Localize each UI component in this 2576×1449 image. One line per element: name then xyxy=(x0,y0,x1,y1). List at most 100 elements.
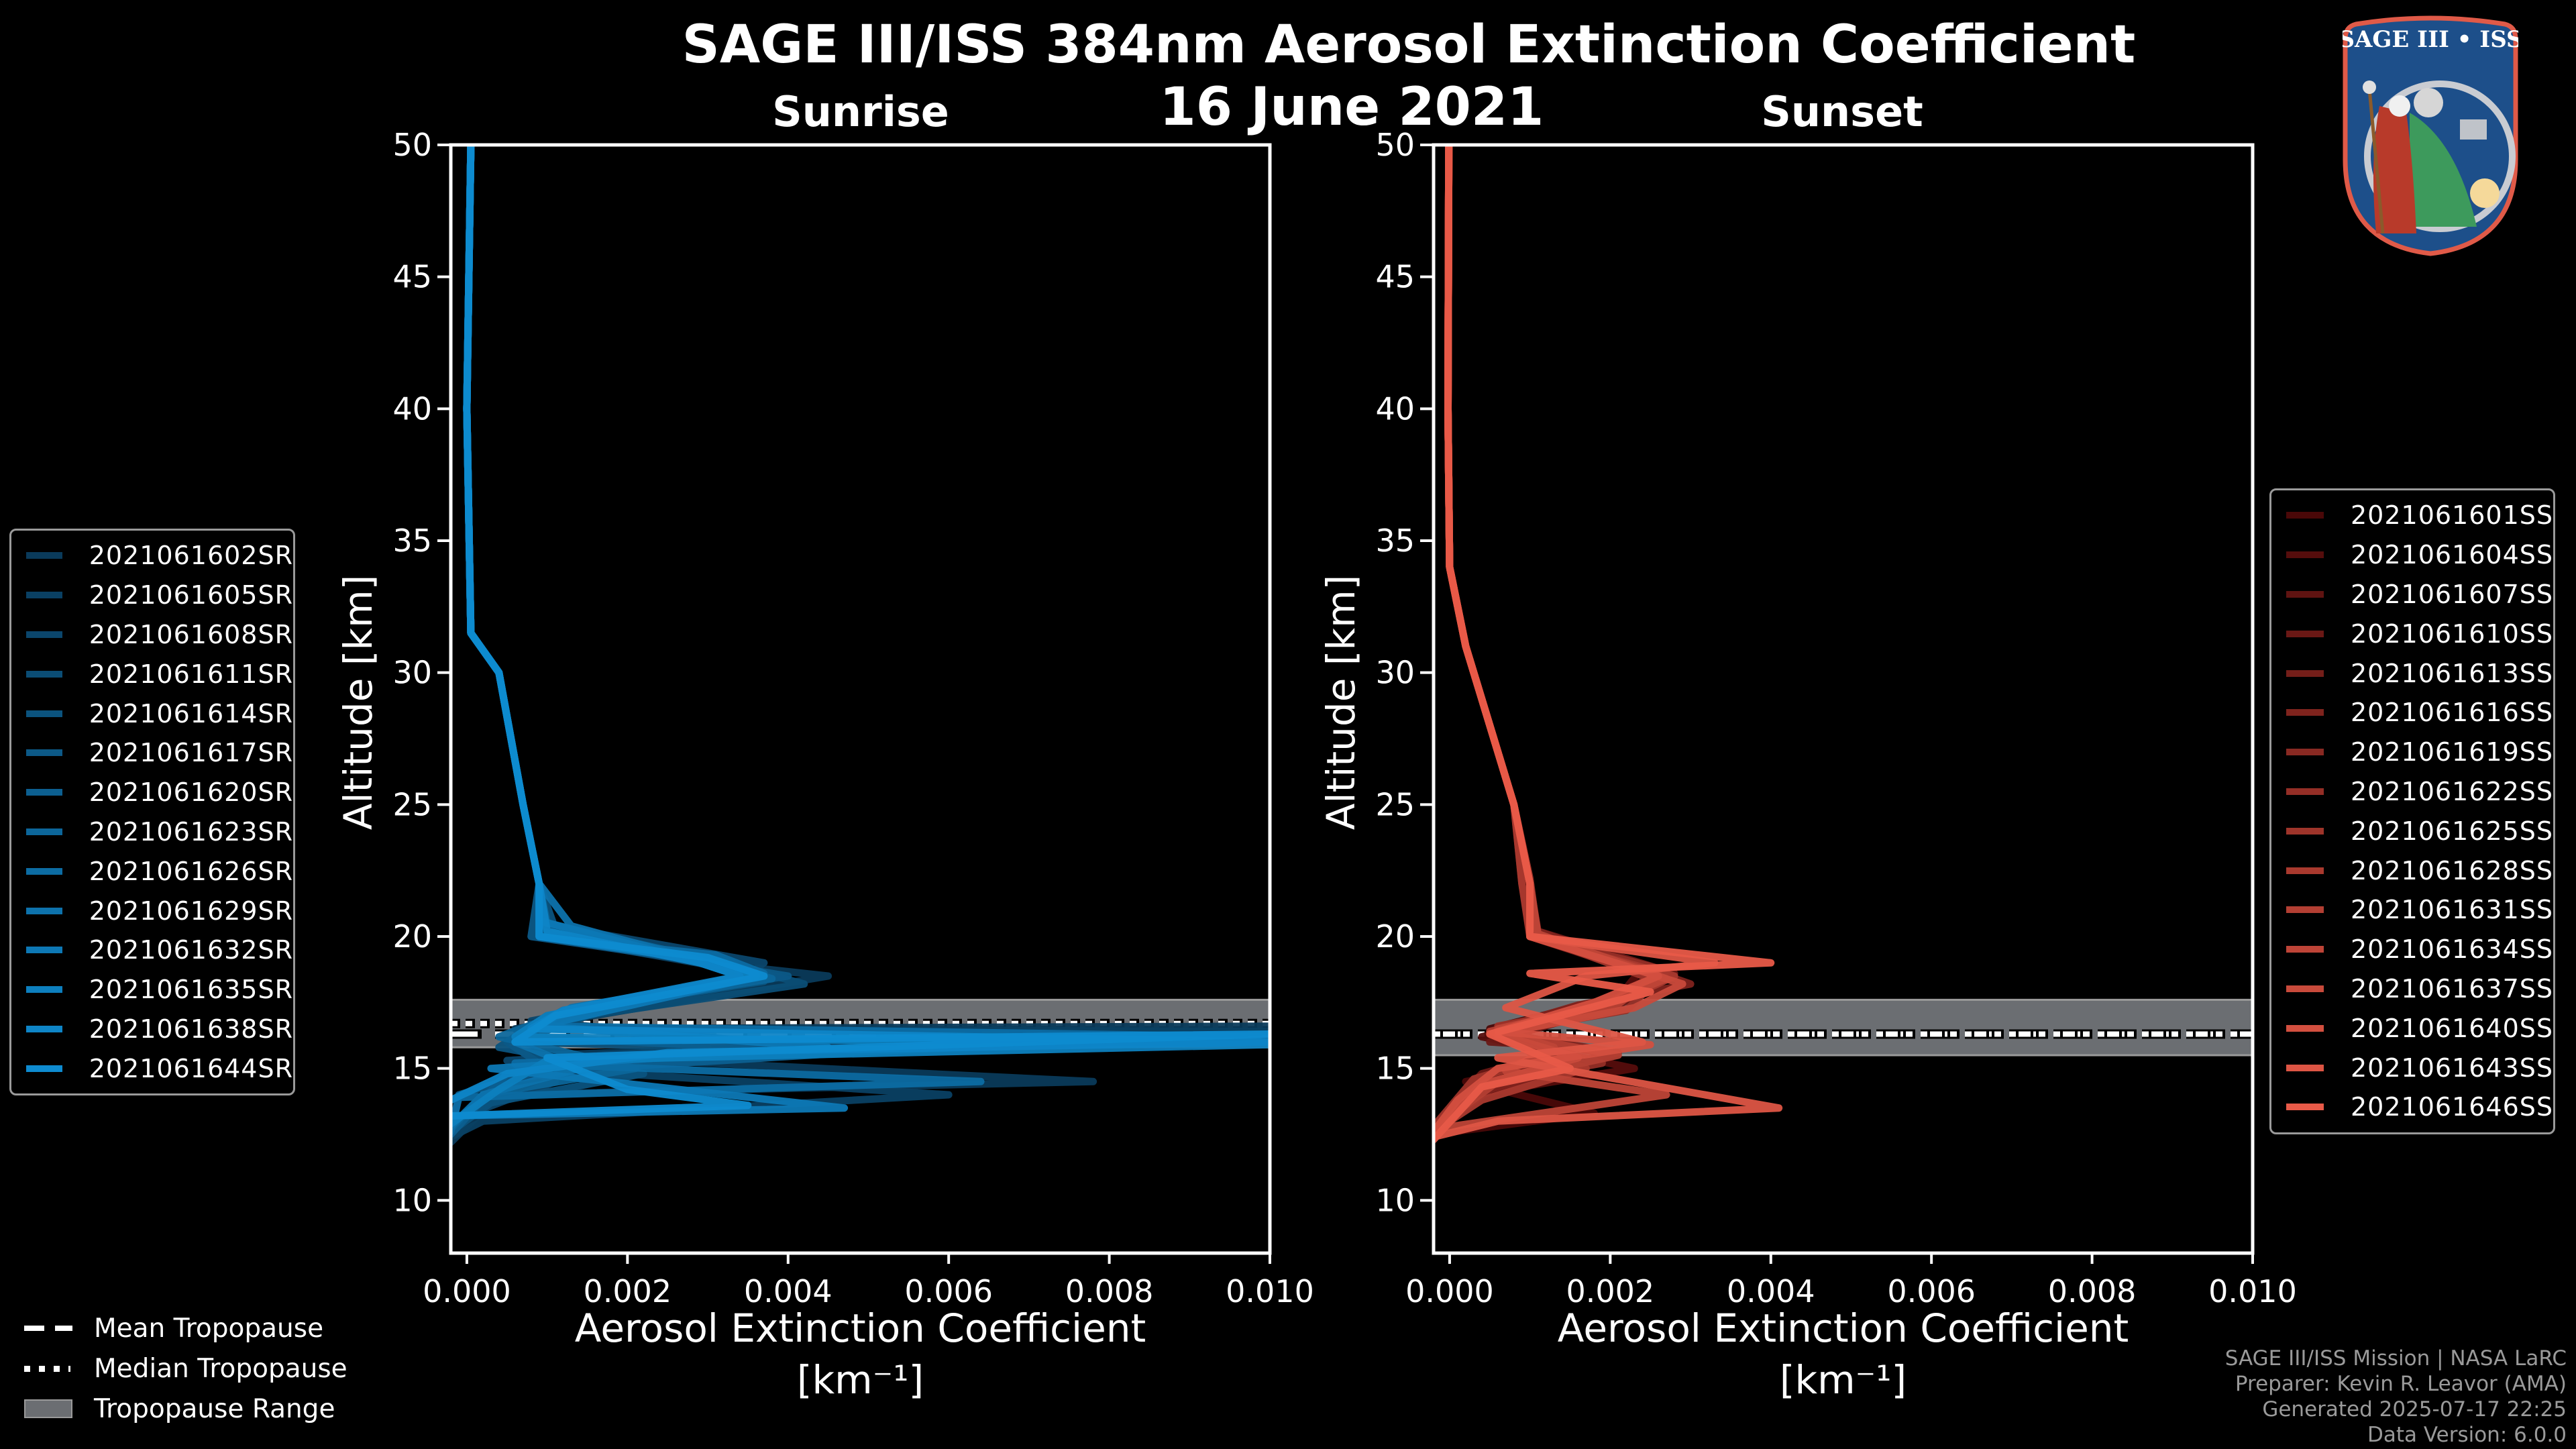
legend-label: 2021061632SR xyxy=(89,935,293,965)
panel-title-sunset: Sunset xyxy=(1761,87,1923,136)
legend-label: 2021061605SR xyxy=(89,580,293,610)
y-tick-label: 40 xyxy=(1375,390,1415,427)
dashed-line-icon xyxy=(24,1322,72,1335)
legend-swatch-icon xyxy=(26,749,62,757)
legend-item-mean-tropopause: Mean Tropopause xyxy=(20,1308,347,1348)
legend-item: 2021061643SS xyxy=(2271,1048,2553,1087)
legend-label: 2021061629SR xyxy=(89,896,293,926)
legend-swatch-icon xyxy=(2286,1104,2324,1111)
legend-swatch-icon xyxy=(2286,630,2324,637)
x-tick-label: 0.000 xyxy=(423,1273,511,1309)
logo-title: SAGE III • ISS xyxy=(2343,26,2518,53)
y-axis-label: Altitude [km] xyxy=(335,575,381,830)
legend-sunset: 2021061601SS 2021061604SS 2021061607SS 2021… xyxy=(2269,488,2555,1134)
legend-label: Tropopause Range xyxy=(94,1393,335,1424)
profile-line-2021061626SR xyxy=(451,145,1270,1136)
legend-label: 2021061643SS xyxy=(2350,1053,2553,1083)
legend-label: 2021061613SS xyxy=(2350,658,2553,688)
x-tick-label: 0.010 xyxy=(1226,1273,1314,1309)
legend-swatch-icon xyxy=(2286,551,2324,559)
profile-line-2021061602SR xyxy=(451,145,1270,1146)
legend-swatch-icon xyxy=(26,1025,62,1032)
x-tick-label: 0.002 xyxy=(1566,1273,1655,1309)
legend-label: 2021061638SR xyxy=(89,1014,293,1044)
legend-swatch-icon xyxy=(2286,590,2324,598)
legend-label: 2021061608SR xyxy=(89,619,293,649)
plot-frame xyxy=(449,143,1272,1255)
y-tick-label: 15 xyxy=(1375,1051,1415,1087)
legend-label: 2021061628SS xyxy=(2350,855,2553,885)
chart-panel-sunset: 10 15 20 25 30 35 40 45 50 0.000 0.002 0.004 0.006 0.… xyxy=(1318,127,2297,1403)
sun-icon xyxy=(2470,178,2500,208)
legend-label: 2021061614SR xyxy=(89,698,293,729)
legend-label: Mean Tropopause xyxy=(94,1313,324,1344)
gray-band-icon xyxy=(24,1399,72,1418)
x-tick-label: 0.008 xyxy=(2048,1273,2137,1309)
series-group xyxy=(451,145,1270,1146)
x-tick-label: 0.006 xyxy=(1887,1273,1976,1309)
legend-swatch-icon xyxy=(26,670,62,678)
y-tick-label: 35 xyxy=(1375,523,1415,559)
legend-item: 2021061604SS xyxy=(2271,535,2553,575)
legend-swatch-icon xyxy=(26,552,62,559)
legend-item: 2021061640SS xyxy=(2271,1008,2553,1048)
legend-swatch-icon xyxy=(2286,985,2324,992)
legend-item: 2021061619SS xyxy=(2271,733,2553,772)
legend-label: 2021061623SR xyxy=(89,816,293,847)
legend-label: 2021061646SS xyxy=(2350,1092,2553,1122)
legend-label: 2021061640SS xyxy=(2350,1013,2553,1043)
legend-swatch-icon xyxy=(2286,788,2324,795)
legend-item: 2021061629SR xyxy=(11,891,293,930)
legend-item: 2021061625SS xyxy=(2271,811,2553,851)
legend-item: 2021061605SR xyxy=(11,576,293,615)
legend-item: 2021061620SR xyxy=(11,773,293,812)
chart-date: 16 June 2021 xyxy=(1159,77,1544,138)
legend-swatch-icon xyxy=(2286,827,2324,835)
legend-swatch-icon xyxy=(26,631,62,638)
legend-swatch-icon xyxy=(2286,512,2324,519)
footer-credits: SAGE III/ISS Mission | NASA LaRC Prepare… xyxy=(2225,1346,2567,1448)
iss-icon xyxy=(2460,119,2487,140)
x-axis-units: [km⁻¹] xyxy=(797,1357,924,1403)
footer-mission: SAGE III/ISS Mission | NASA LaRC xyxy=(2224,1346,2567,1371)
y-tick-label: 10 xyxy=(392,1182,432,1218)
footer-generated: Generated 2025-07-17 22:25 xyxy=(2262,1397,2567,1421)
dotted-line-icon xyxy=(24,1362,72,1375)
legend-item: 2021061634SS xyxy=(2271,930,2553,969)
x-tick-label: 0.000 xyxy=(1405,1273,1494,1309)
legend-item: 2021061611SR xyxy=(11,654,293,694)
legend-item: 2021061628SS xyxy=(2271,851,2553,890)
legend-label: 2021061602SR xyxy=(89,541,293,571)
legend-label: 2021061620SR xyxy=(89,777,293,808)
legend-item: 2021061632SR xyxy=(11,930,293,970)
y-tick-label: 25 xyxy=(1375,786,1415,822)
x-axis-label: Aerosol Extinction Coefficient xyxy=(1558,1305,2129,1351)
legend-item: 2021061638SR xyxy=(11,1010,293,1049)
legend-label: 2021061634SS xyxy=(2350,934,2553,965)
legend-item: 2021061637SS xyxy=(2271,969,2553,1009)
legend-item: 2021061646SS xyxy=(2271,1087,2553,1127)
footer-preparer: Preparer: Kevin R. Leavor (AMA) xyxy=(2235,1372,2567,1396)
legend-label: 2021061622SS xyxy=(2350,776,2553,806)
profile-line-2021061646SS xyxy=(1434,145,1775,1144)
legend-item: 2021061631SS xyxy=(2271,890,2553,930)
legend-item: 2021061622SS xyxy=(2271,772,2553,812)
legend-label: Median Tropopause xyxy=(94,1353,347,1384)
legend-swatch-icon xyxy=(26,710,62,717)
x-tick-label: 0.008 xyxy=(1065,1273,1154,1309)
y-tick-label: 50 xyxy=(1375,127,1415,163)
legend-swatch-icon xyxy=(2286,946,2324,953)
y-tick-label: 25 xyxy=(392,786,432,822)
y-tick-label: 50 xyxy=(392,127,432,163)
profile-line-2021061635SR xyxy=(451,145,1270,1128)
legend-item: 2021061608SR xyxy=(11,615,293,655)
legend-swatch-icon xyxy=(2286,1024,2324,1032)
x-axis-label: Aerosol Extinction Coefficient xyxy=(575,1305,1146,1351)
legend-item: 2021061626SR xyxy=(11,851,293,891)
legend-swatch-icon xyxy=(2286,749,2324,756)
legend-swatch-icon xyxy=(2286,867,2324,874)
wizard-icon xyxy=(2373,106,2416,233)
legend-swatch-icon xyxy=(26,986,62,994)
y-tick-label: 40 xyxy=(392,390,432,427)
